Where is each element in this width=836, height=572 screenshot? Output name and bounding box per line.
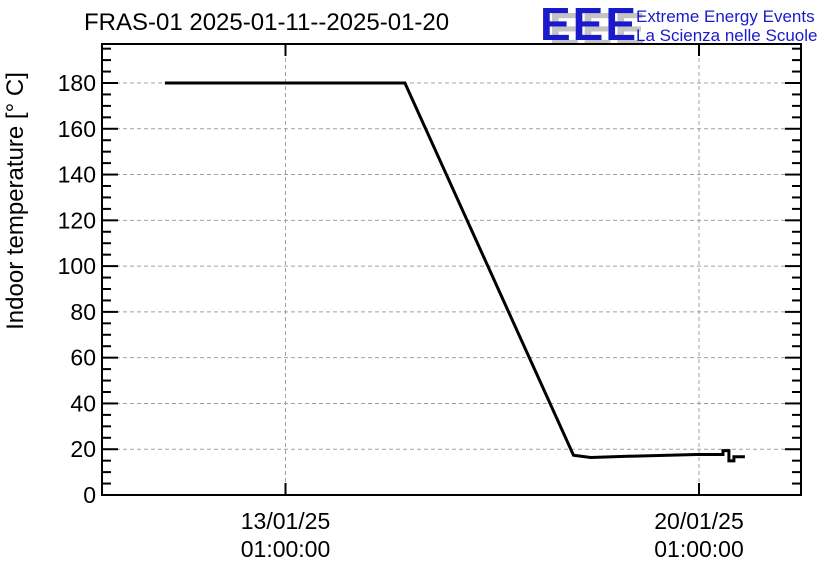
eee-logo-line1: Extreme Energy Events: [636, 7, 815, 26]
eee-logo-line2: La Scienza nelle Scuole: [636, 26, 818, 45]
eee-logo-text: EEE: [540, 0, 639, 50]
x-tick-label-date: 20/01/25: [654, 508, 744, 534]
y-tick-label: 180: [58, 70, 96, 96]
data-series-line: [164, 81, 745, 463]
plot-title: FRAS-01 2025-01-11--2025-01-20: [84, 9, 450, 36]
y-tick-label: 20: [70, 436, 96, 462]
y-tick-label: 100: [58, 253, 96, 279]
y-tick-label: 120: [58, 207, 96, 233]
y-tick-label: 80: [70, 299, 96, 325]
x-tick-label-time: 01:00:00: [241, 536, 331, 562]
y-tick-label: 160: [58, 116, 96, 142]
y-tick-label: 0: [83, 482, 96, 508]
x-tick-label-date: 13/01/25: [241, 508, 331, 534]
y-tick-label: 40: [70, 390, 96, 416]
x-tick-label-time: 01:00:00: [654, 536, 744, 562]
y-tick-label: 60: [70, 345, 96, 371]
plot-frame: [101, 43, 802, 496]
eee-logo-subtitle: Extreme Energy Events La Scienza nelle S…: [636, 7, 817, 45]
eee-logo: EEE Extreme Energy Events La Scienza nel…: [540, 0, 836, 50]
y-tick-label: 140: [58, 162, 96, 188]
